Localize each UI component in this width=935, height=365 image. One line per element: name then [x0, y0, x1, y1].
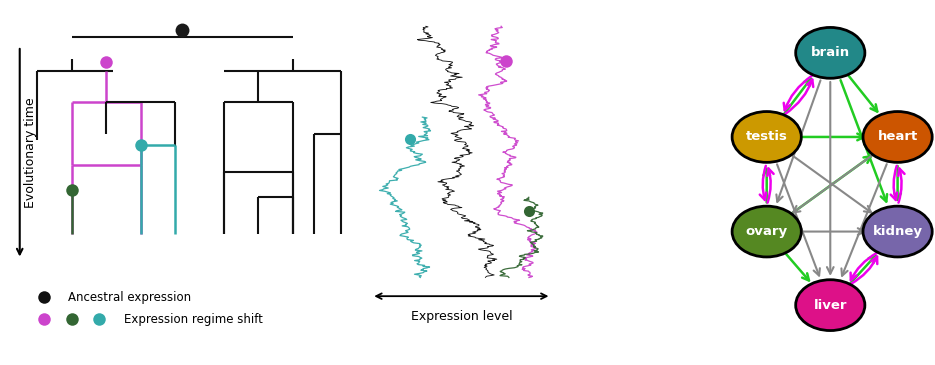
Text: Ancestral expression: Ancestral expression: [68, 291, 192, 304]
Ellipse shape: [796, 280, 865, 331]
Text: Evolutionary time: Evolutionary time: [23, 97, 36, 208]
Text: testis: testis: [746, 130, 787, 143]
Text: ovary: ovary: [745, 225, 788, 238]
Ellipse shape: [796, 27, 865, 78]
Ellipse shape: [732, 206, 801, 257]
Ellipse shape: [863, 112, 932, 162]
Ellipse shape: [732, 112, 801, 162]
Ellipse shape: [863, 206, 932, 257]
Text: heart: heart: [877, 130, 918, 143]
Text: kidney: kidney: [872, 225, 923, 238]
Text: brain: brain: [811, 46, 850, 59]
Text: Expression regime shift: Expression regime shift: [123, 312, 263, 326]
Text: liver: liver: [813, 299, 847, 312]
Text: Expression level: Expression level: [410, 310, 512, 323]
